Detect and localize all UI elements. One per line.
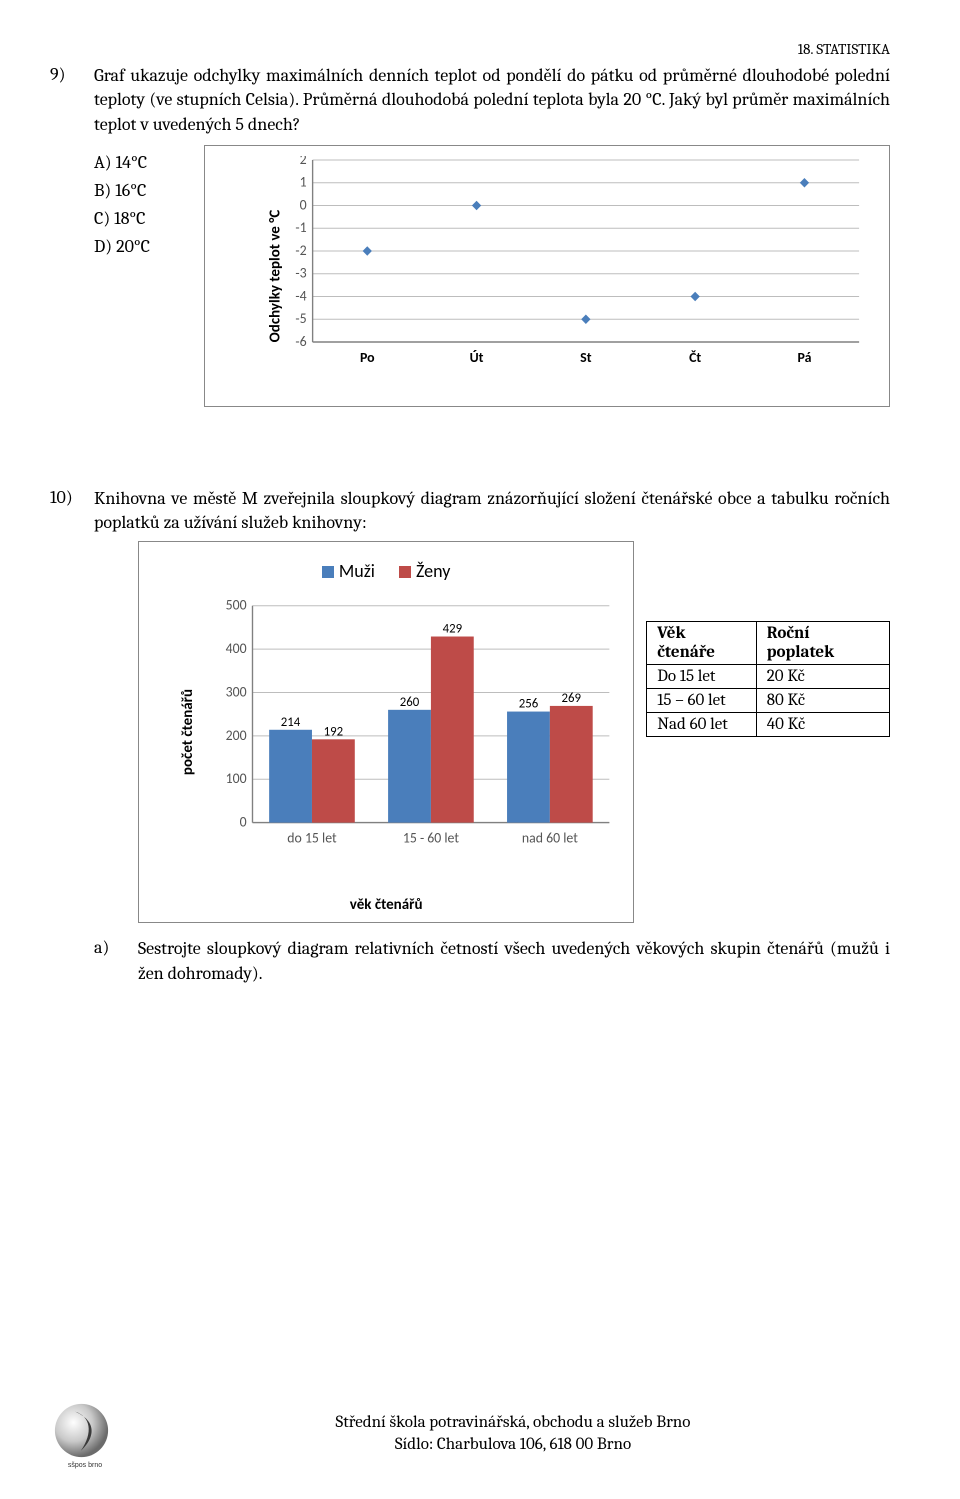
svg-text:400: 400 [226, 641, 247, 658]
footer-line2: Sídlo: Charbulova 106, 618 00 Brno [136, 1434, 890, 1456]
q10-number: 10) [50, 487, 94, 508]
legend-swatch-women [399, 566, 411, 578]
svg-text:Pá: Pá [797, 349, 811, 366]
svg-text:1: 1 [300, 174, 307, 191]
svg-text:nad 60 let: nad 60 let [522, 830, 578, 847]
bar-ylabel: počet čtenářů [179, 689, 197, 775]
svg-text:-2: -2 [295, 242, 306, 259]
svg-text:do 15 let: do 15 let [287, 830, 337, 847]
q9-prompt: Graf ukazuje odchylky maximálních denníc… [94, 64, 890, 137]
q10-prompt: Knihovna ve městě M zveřejnila sloupkový… [94, 487, 890, 536]
legend-label-men: Muži [339, 560, 375, 582]
svg-text:200: 200 [226, 727, 247, 744]
school-logo-icon: sšpos brno [50, 1399, 120, 1469]
q9-options: A) 14°C B) 16°C C) 18°C D) 20°C [94, 145, 204, 407]
legend-swatch-men [322, 566, 334, 578]
svg-text:500: 500 [226, 600, 247, 614]
q9-option-a: A) 14°C [94, 152, 204, 173]
bar-xlabel: věk čtenářů [139, 896, 633, 914]
svg-text:269: 269 [562, 691, 582, 706]
q9-scatter-chart: Odchylky teplot ve °C -6-5-4-3-2-1012PoÚ… [204, 145, 890, 407]
svg-text:260: 260 [400, 695, 420, 710]
q9-option-d: D) 20°C [94, 236, 204, 257]
legend-label-women: Ženy [416, 560, 450, 582]
svg-text:Po: Po [360, 349, 375, 366]
logo-text: sšpos brno [68, 1462, 102, 1469]
q10-sub-a-letter: a) [94, 937, 138, 986]
svg-text:256: 256 [519, 697, 539, 712]
svg-text:0: 0 [240, 814, 247, 831]
svg-text:15 - 60 let: 15 - 60 let [403, 830, 460, 847]
svg-text:214: 214 [281, 715, 301, 730]
table-row: 15 – 60 let 80 Kč [647, 689, 890, 713]
q9-number: 9) [50, 64, 94, 85]
fee-table-header-age: Věk čtenáře [647, 622, 757, 665]
q10-sub-a-text: Sestrojte sloupkový diagram relativních … [138, 937, 890, 986]
fee-table: Věk čtenáře Roční poplatek Do 15 let 20 … [646, 621, 890, 737]
svg-text:Čt: Čt [689, 349, 701, 366]
svg-text:-5: -5 [295, 310, 306, 327]
svg-text:2: 2 [300, 156, 307, 168]
q9-option-c: C) 18°C [94, 208, 204, 229]
svg-text:-1: -1 [295, 219, 306, 236]
q10-bar-chart: Muži Ženy počet čtenářů 0 100 200 300 400 500… [138, 541, 634, 923]
svg-text:0: 0 [300, 196, 307, 213]
svg-text:Út: Út [470, 349, 484, 366]
bar-legend: Muži Ženy [139, 560, 633, 582]
fee-table-header-fee: Roční poplatek [756, 622, 889, 665]
svg-text:-4: -4 [295, 287, 306, 304]
page-footer: sšpos brno Střední škola potravinářská, … [50, 1399, 890, 1469]
svg-text:300: 300 [226, 684, 247, 701]
svg-text:St: St [580, 349, 592, 366]
footer-line1: Střední škola potravinářská, obchodu a s… [136, 1412, 890, 1434]
table-row: Do 15 let 20 Kč [647, 665, 890, 689]
q9-option-b: B) 16°C [94, 180, 204, 201]
svg-text:192: 192 [324, 725, 343, 740]
chapter-heading: 18. STATISTIKA [50, 40, 890, 58]
svg-text:-3: -3 [295, 265, 306, 282]
svg-text:-6: -6 [295, 333, 306, 350]
svg-text:100: 100 [226, 771, 247, 788]
svg-text:429: 429 [443, 622, 463, 637]
table-row: Nad 60 let 40 Kč [647, 713, 890, 737]
